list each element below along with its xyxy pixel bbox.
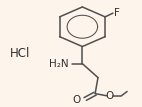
Text: HCl: HCl — [10, 47, 30, 60]
Text: O: O — [105, 91, 113, 101]
Text: O: O — [73, 95, 81, 105]
Text: F: F — [114, 8, 120, 18]
Text: H₂N: H₂N — [49, 59, 68, 69]
